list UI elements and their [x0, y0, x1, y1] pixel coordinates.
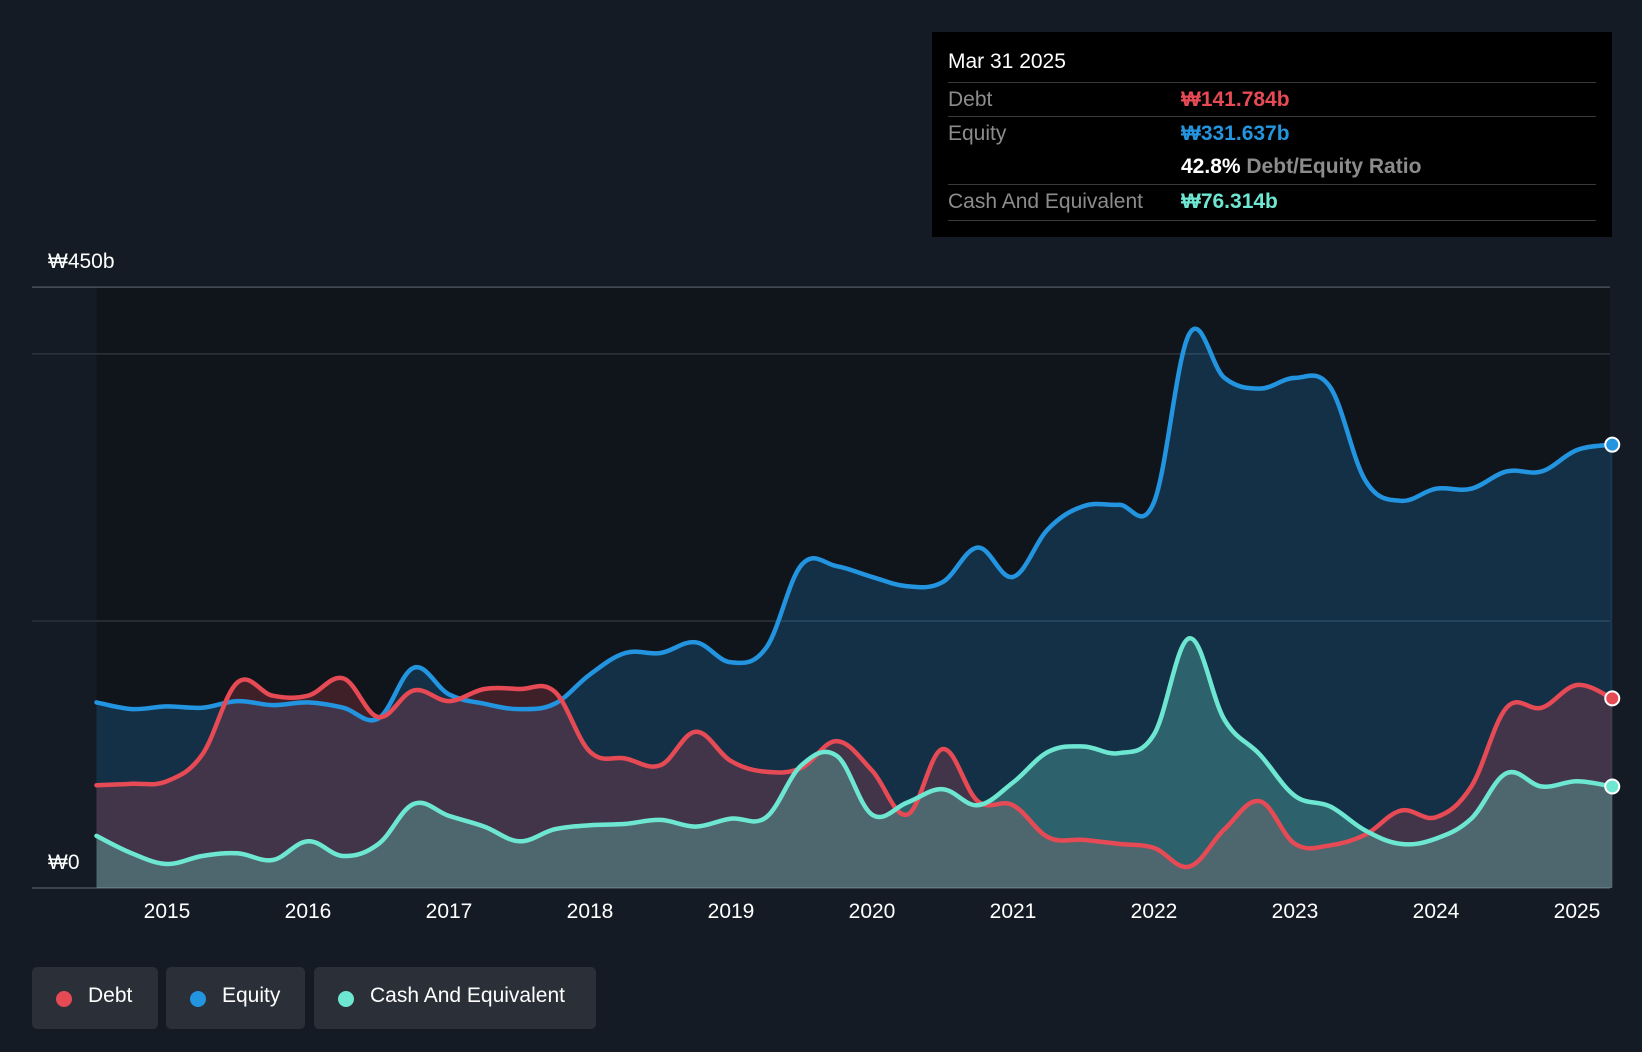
tooltip-cash-label: Cash And Equivalent: [948, 190, 1143, 213]
equity-area: [96, 328, 1613, 888]
cash-dot-icon: [338, 991, 354, 1007]
legend-label-equity: Equity: [222, 984, 281, 1007]
x-tick-label: 2019: [707, 900, 755, 923]
tooltip-equity-label: Equity: [948, 122, 1007, 145]
tooltip-ratio: 42.8% Debt/Equity Ratio: [1181, 155, 1421, 179]
tooltip-cash-value: ₩76.314b: [1181, 190, 1278, 213]
x-tick-label: 2016: [284, 900, 332, 923]
x-tick-label: 2023: [1271, 900, 1319, 923]
debt-line: [94, 675, 1615, 870]
tooltip-ratio-row: 42.8% Debt/Equity Ratio: [948, 150, 1596, 184]
x-tick-label: 2024: [1412, 900, 1460, 923]
tooltip-debt-row: Debt ₩141.784b: [948, 82, 1596, 117]
tooltip-ratio-label: Debt/Equity Ratio: [1246, 155, 1422, 178]
tooltip-equity-value: ₩331.637b: [1181, 122, 1290, 145]
debt-dot-icon: [56, 991, 72, 1007]
debt-end-point: [1604, 690, 1621, 707]
tooltip-date: Mar 31 2025: [948, 50, 1066, 73]
x-tick-label: 2020: [848, 900, 896, 923]
tooltip: Mar 31 2025 Debt ₩141.784b Equity ₩331.6…: [932, 32, 1612, 237]
x-tick-label: 2017: [425, 900, 473, 923]
tooltip-divider: [948, 220, 1596, 221]
x-tick-label: 2015: [143, 900, 191, 923]
legend-label-debt: Debt: [88, 984, 133, 1007]
tooltip-ratio-value: 42.8%: [1181, 155, 1241, 178]
x-tick-label: 2021: [989, 900, 1037, 923]
legend-label-cash: Cash And Equivalent: [370, 984, 565, 1007]
x-tick-label: 2018: [566, 900, 614, 923]
cash-and-equivalent-end-point: [1604, 778, 1621, 795]
y-axis-top-label: ₩450b: [48, 250, 115, 273]
legend-item-cash[interactable]: Cash And Equivalent: [314, 967, 596, 1029]
x-tick-label: 2025: [1553, 900, 1601, 923]
tooltip-cash-row: Cash And Equivalent ₩76.314b: [948, 184, 1596, 219]
legend-item-debt[interactable]: Debt: [32, 967, 158, 1029]
tooltip-equity-row: Equity ₩331.637b: [948, 116, 1596, 151]
legend-item-equity[interactable]: Equity: [166, 967, 305, 1029]
equity-line: [94, 326, 1615, 723]
equity-end-point: [1604, 436, 1621, 453]
y-axis-bottom-label: ₩0: [48, 851, 80, 874]
tooltip-debt-value: ₩141.784b: [1181, 88, 1290, 111]
cash-and-equivalent-line: [94, 636, 1615, 867]
equity-dot-icon: [190, 991, 206, 1007]
x-tick-label: 2022: [1130, 900, 1178, 923]
tooltip-debt-label: Debt: [948, 88, 993, 111]
